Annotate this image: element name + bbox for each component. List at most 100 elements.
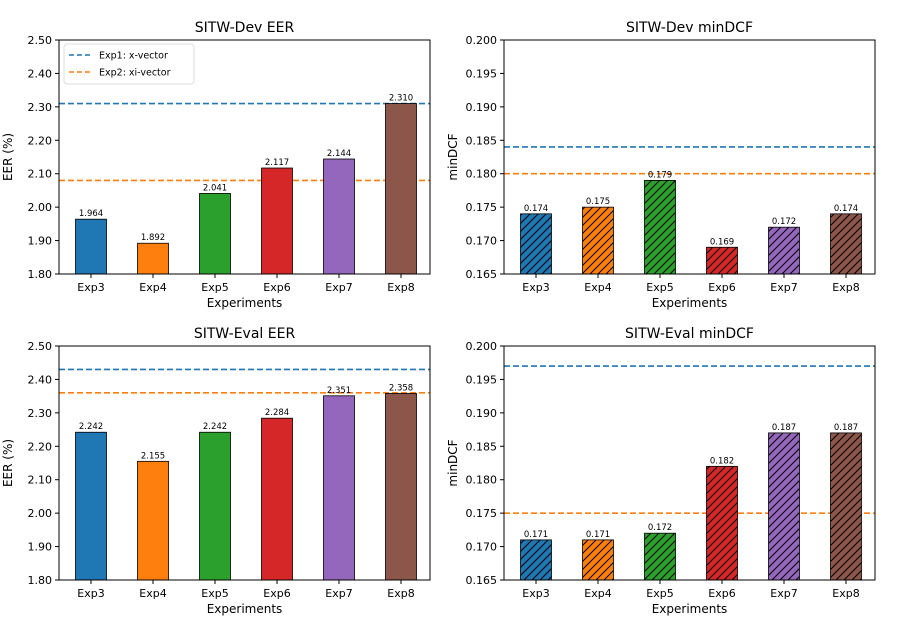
y-tick-label: 0.200	[466, 340, 498, 353]
y-tick-label: 2.30	[28, 407, 53, 420]
y-tick-label: 0.185	[466, 134, 498, 147]
y-tick-label: 2.10	[28, 474, 53, 487]
bar-exp5	[644, 532, 676, 581]
bar-value-label: 0.179	[648, 170, 672, 180]
bar-value-label: 2.310	[389, 94, 413, 104]
bar-value-label: 2.117	[265, 158, 289, 168]
x-tick-label: Exp4	[584, 587, 611, 600]
bar-value-label: 2.242	[203, 422, 227, 432]
y-tick-label: 0.190	[466, 101, 498, 114]
bar-value-label: 0.174	[834, 204, 858, 214]
x-axis-label: Experiments	[207, 296, 283, 310]
chart-title: SITW-Eval minDCF	[625, 326, 754, 342]
bar-value-label: 2.155	[141, 451, 165, 461]
chart-panel-1: 1.964 1.892 2.041 2.117 2.144 2.310 1.80 1.90 2.…	[1, 20, 431, 310]
bar-value-label: 0.172	[772, 217, 796, 227]
chart-title: SITW-Eval EER	[194, 326, 296, 342]
bar-value-label: 0.187	[772, 423, 796, 433]
x-tick-label: Exp8	[387, 587, 414, 600]
bar-exp7	[323, 158, 355, 275]
bar-exp5	[199, 431, 231, 581]
bar-exp4	[137, 460, 169, 581]
y-tick-label: 0.185	[466, 440, 498, 453]
y-tick-label: 0.180	[466, 474, 498, 487]
bar-exp4	[582, 539, 614, 581]
x-axis-label: Experiments	[652, 602, 728, 616]
bar-value-label: 0.169	[710, 237, 734, 247]
bar-exp7	[768, 226, 800, 275]
y-tick-label: 0.200	[466, 34, 498, 47]
x-tick-label: Exp6	[708, 587, 735, 600]
y-tick-label: 0.170	[466, 541, 498, 554]
bar-exp6	[706, 246, 738, 275]
bar-exp6	[261, 417, 293, 581]
bar-exp3	[75, 431, 107, 581]
y-tick-label: 0.165	[466, 268, 498, 281]
bar-value-label: 0.171	[586, 530, 610, 540]
bar-value-label: 2.358	[389, 383, 413, 393]
y-tick-label: 2.50	[28, 34, 53, 47]
chart-title: SITW-Dev EER	[195, 20, 295, 36]
bar-exp6	[706, 465, 738, 581]
chart-panel-4: 0.171 0.171 0.172 0.182 0.187 0.187 0.165 0.170…	[446, 326, 876, 616]
x-tick-label: Exp4	[584, 281, 611, 294]
x-tick-label: Exp5	[646, 281, 673, 294]
bar-exp8	[830, 432, 862, 581]
legend-label: Exp1: x-vector	[99, 51, 168, 62]
y-axis-label: EER (%)	[1, 439, 15, 487]
y-axis-label: EER (%)	[1, 133, 15, 181]
bar-exp7	[323, 395, 355, 581]
x-tick-label: Exp8	[832, 281, 859, 294]
x-tick-label: Exp4	[139, 281, 166, 294]
y-tick-label: 0.175	[466, 201, 498, 214]
bar-exp5	[644, 179, 676, 275]
bar-value-label: 2.242	[79, 422, 103, 432]
x-tick-label: Exp6	[263, 281, 290, 294]
y-tick-label: 2.10	[28, 168, 53, 181]
bar-value-label: 0.171	[524, 530, 548, 540]
axes-frame	[503, 345, 876, 581]
axes-frame	[503, 39, 876, 275]
y-tick-label: 0.175	[466, 507, 498, 520]
x-tick-label: Exp7	[325, 587, 352, 600]
bar-exp3	[520, 213, 552, 275]
bar-value-label: 2.284	[265, 408, 289, 418]
bar-exp5	[199, 193, 231, 275]
x-tick-label: Exp3	[522, 281, 549, 294]
bar-exp8	[830, 213, 862, 275]
bar-value-label: 1.892	[141, 233, 165, 243]
y-tick-label: 1.80	[28, 574, 53, 587]
bar-value-label: 1.964	[79, 209, 103, 219]
bar-exp7	[768, 432, 800, 581]
y-tick-label: 0.195	[466, 67, 498, 80]
y-tick-label: 2.20	[28, 134, 53, 147]
legend-label: Exp2: xi-vector	[99, 68, 171, 79]
x-tick-label: Exp6	[263, 587, 290, 600]
bar-exp4	[582, 206, 614, 275]
bar-exp8	[385, 393, 417, 581]
y-tick-label: 1.80	[28, 268, 53, 281]
bar-value-label: 2.041	[203, 183, 227, 193]
bar-exp6	[261, 167, 293, 275]
x-tick-label: Exp3	[77, 587, 104, 600]
bar-value-label: 0.187	[834, 423, 858, 433]
bar-exp8	[385, 103, 417, 275]
y-tick-label: 1.90	[28, 235, 53, 248]
y-tick-label: 2.20	[28, 440, 53, 453]
x-tick-label: Exp5	[201, 587, 228, 600]
bar-value-label: 2.351	[327, 386, 351, 396]
legend: Exp1: x-vector Exp2: xi-vector	[63, 43, 195, 85]
axes-frame	[58, 345, 431, 581]
y-tick-label: 2.00	[28, 507, 53, 520]
x-tick-label: Exp5	[201, 281, 228, 294]
x-tick-label: Exp3	[522, 587, 549, 600]
chart-panel-3: 2.242 2.155 2.242 2.284 2.351 2.358 1.80 1.90 2.…	[1, 326, 431, 616]
y-tick-label: 0.180	[466, 168, 498, 181]
x-tick-label: Exp7	[770, 587, 797, 600]
y-tick-label: 0.190	[466, 407, 498, 420]
x-axis-label: Experiments	[652, 296, 728, 310]
x-tick-label: Exp3	[77, 281, 104, 294]
x-tick-label: Exp6	[708, 281, 735, 294]
y-axis-label: minDCF	[446, 133, 460, 180]
y-axis-label: minDCF	[446, 439, 460, 486]
